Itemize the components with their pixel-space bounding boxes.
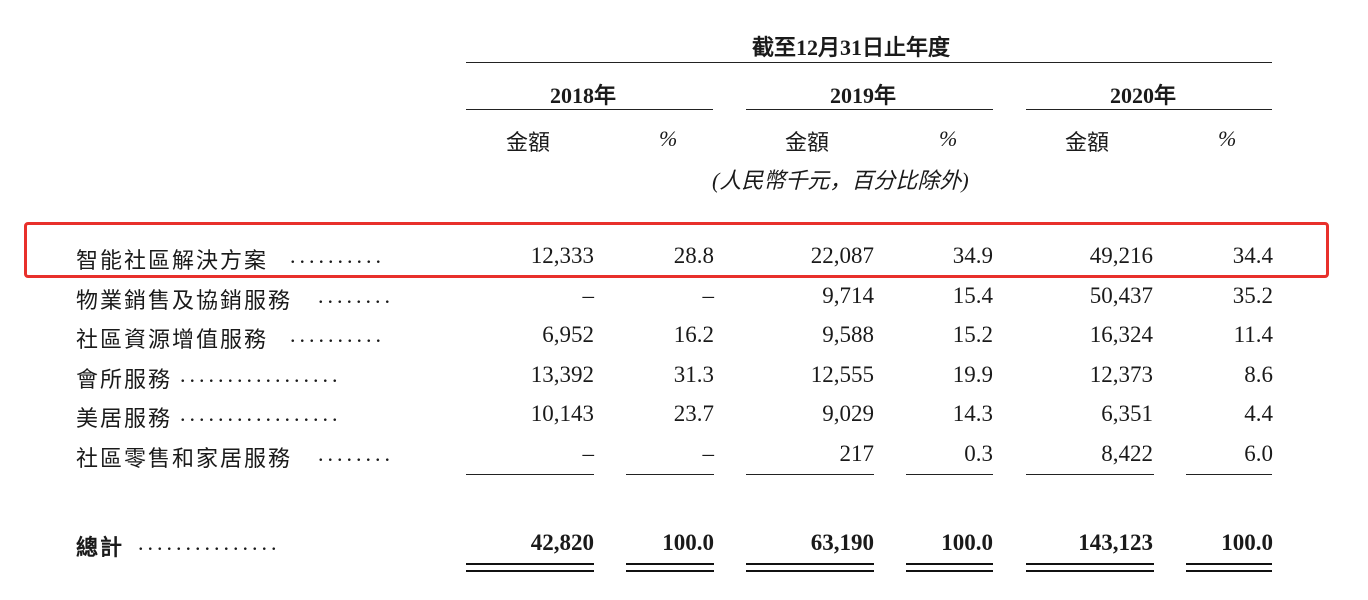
cell-2020-amount: 8,422 [1101,441,1153,466]
row-label: 物業銷售及協銷服務 [76,288,293,313]
unit-note: (人民幣千元，百分比除外) [712,168,969,193]
total-2019-percent: 100.0 [941,530,993,555]
year-2018-rule [466,109,713,110]
row-leader-dots: .......... [290,322,385,347]
cell-2018-percent: 16.2 [673,322,714,347]
cell-2020-amount: 6,351 [1101,401,1153,426]
cell-2019-percent: 34.9 [952,243,993,268]
cell-2020-amount: 50,437 [1089,283,1153,308]
cell-2020-amount: 16,324 [1089,322,1153,347]
total-label: 總計 [76,535,125,560]
cell-2019-percent: 15.4 [952,283,993,308]
subtotal-rule [906,474,993,475]
row-label: 美居服務 [76,406,173,431]
double-underline [746,563,874,572]
cell-2019-percent: 15.2 [952,322,993,347]
row-label: 社區零售和家居服務 [76,446,293,471]
year-2019-header: 2019年 [830,83,897,108]
cell-2020-percent: 6.0 [1244,441,1273,466]
double-underline [466,563,594,572]
cell-2018-percent: 31.3 [673,362,714,387]
total-2018-amount: 42,820 [530,530,594,555]
cell-2018-percent: – [702,283,715,308]
double-underline [1026,563,1154,572]
year-2019-rule [746,109,993,110]
cell-2018-percent: 23.7 [673,401,714,426]
cell-2019-amount: 9,714 [822,283,874,308]
cell-2020-percent: 35.2 [1232,283,1273,308]
row-leader-dots: ................. [180,401,342,426]
cell-2020-amount: 12,373 [1089,362,1153,387]
total-2018-percent: 100.0 [662,530,714,555]
row-leader-dots: ........ [318,283,394,308]
percent-header-2020: % [1218,126,1237,151]
year-2018-header: 2018年 [550,83,617,108]
row-label: 會所服務 [76,367,173,392]
cell-2020-percent: 4.4 [1244,401,1273,426]
subtotal-rule [466,474,594,475]
subtotal-rule [1026,474,1154,475]
cell-2020-percent: 11.4 [1233,322,1273,347]
cell-2020-percent: 34.4 [1232,243,1273,268]
cell-2018-amount: 6,952 [542,322,594,347]
year-2020-rule [1026,109,1272,110]
cell-2020-amount: 49,216 [1089,243,1153,268]
cell-2019-amount: 9,588 [822,322,874,347]
amount-header-2020: 金額 [1065,130,1110,155]
amount-header-2019: 金額 [785,130,830,155]
cell-2019-amount: 12,555 [810,362,874,387]
total-2020-amount: 143,123 [1078,530,1153,555]
cell-2019-amount: 22,087 [810,243,874,268]
percent-header-2018: % [659,126,678,151]
period-rule [466,62,1272,63]
cell-2018-amount: 13,392 [530,362,594,387]
row-leader-dots: ................. [180,362,342,387]
double-underline [906,563,993,572]
cell-2018-percent: 28.8 [673,243,714,268]
cell-2019-percent: 19.9 [952,362,993,387]
subtotal-rule [1186,474,1272,475]
double-underline [1186,563,1272,572]
total-2020-percent: 100.0 [1221,530,1273,555]
subtotal-rule [746,474,874,475]
cell-2018-amount: 10,143 [530,401,594,426]
cell-2018-amount: – [582,283,595,308]
period-header: 截至12月31日止年度 [752,35,951,60]
cell-2019-percent: 0.3 [964,441,993,466]
row-leader-dots: .......... [290,243,385,268]
cell-2020-percent: 8.6 [1244,362,1273,387]
year-2020-header: 2020年 [1110,83,1177,108]
row-leader-dots: ........ [318,441,394,466]
row-label: 社區資源增值服務 [76,327,269,352]
percent-header-2019: % [939,126,958,151]
highlight-box [24,222,1329,278]
cell-2019-amount: 217 [839,441,875,466]
total-2019-amount: 63,190 [810,530,874,555]
cell-2018-percent: – [702,441,715,466]
amount-header-2018: 金額 [506,130,551,155]
cell-2018-amount: 12,333 [530,243,594,268]
double-underline [626,563,714,572]
row-label: 智能社區解決方案 [76,248,269,273]
cell-2019-percent: 14.3 [952,401,993,426]
cell-2018-amount: – [582,441,595,466]
row-leader-dots: ............... [138,530,281,555]
cell-2019-amount: 9,029 [822,401,874,426]
subtotal-rule [626,474,714,475]
